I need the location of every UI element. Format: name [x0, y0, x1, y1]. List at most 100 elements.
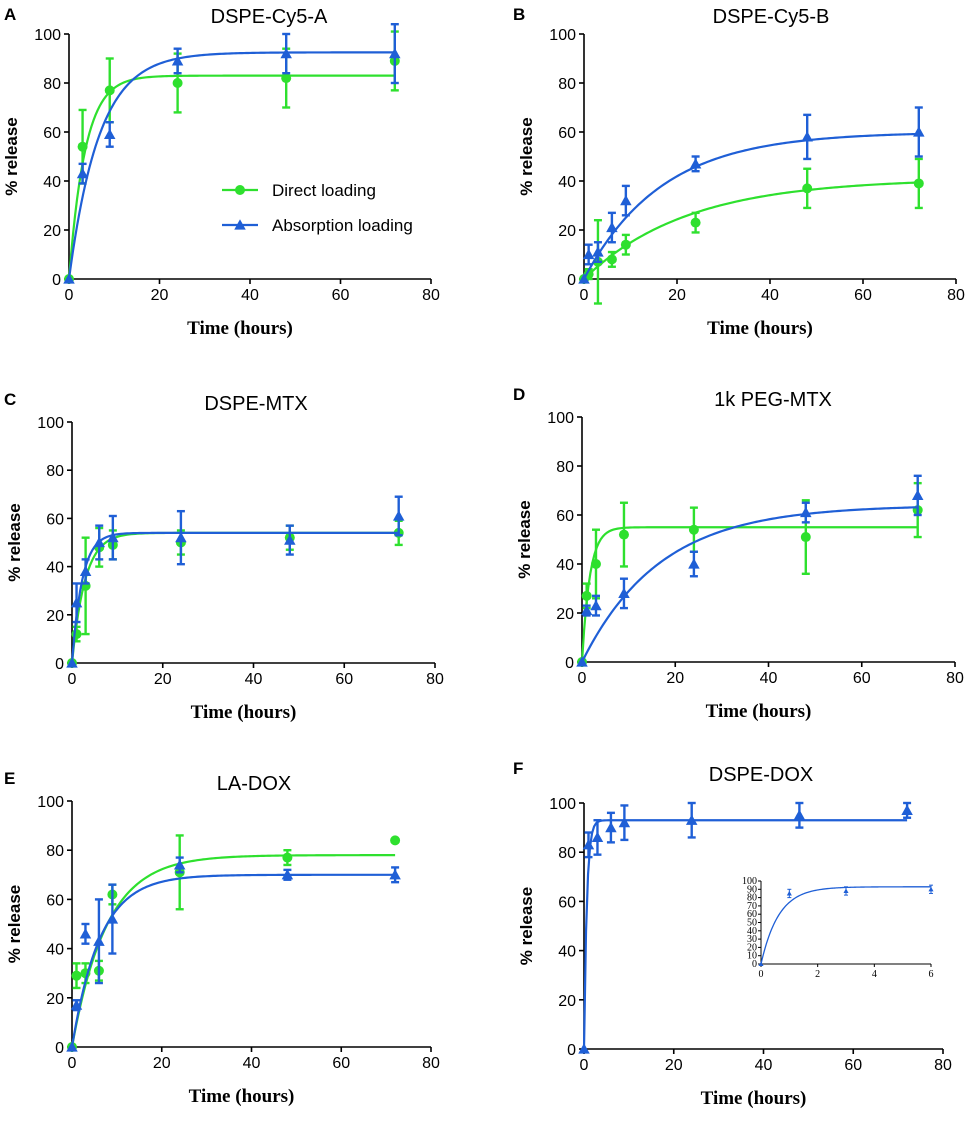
data-point — [580, 604, 593, 616]
y-tick-label: 60 — [46, 892, 64, 909]
data-point — [843, 888, 849, 893]
y-tick-label: 100 — [549, 27, 576, 44]
y-axis-title: % release — [517, 887, 536, 965]
data-point — [911, 489, 924, 500]
fit-curve — [70, 531, 399, 664]
data-point — [76, 167, 89, 179]
data-point — [93, 935, 105, 946]
data-point — [79, 565, 92, 577]
x-tick-label: 60 — [844, 1057, 862, 1074]
fit-curve — [582, 819, 908, 1050]
data-point — [800, 506, 812, 518]
y-tick-label: 0 — [55, 1040, 64, 1057]
x-tick-label: 0 — [580, 1057, 589, 1074]
y-tick-label: 80 — [43, 76, 61, 93]
y-tick-label: 40 — [46, 942, 64, 959]
data-point — [173, 859, 186, 870]
data-point — [578, 1043, 590, 1054]
y-tick-label: 0 — [565, 655, 574, 672]
x-tick-label: 0 — [580, 287, 589, 304]
y-tick-label: 10 — [747, 951, 757, 962]
data-point — [913, 178, 924, 189]
data-point — [590, 559, 601, 569]
y-tick-label: 40 — [556, 557, 574, 574]
x-tick-label: 4 — [872, 969, 877, 980]
x-tick-label: 80 — [946, 670, 964, 687]
data-point — [70, 597, 83, 608]
y-tick-label: 80 — [556, 459, 574, 476]
panel-letter: C — [4, 390, 16, 409]
data-point — [605, 821, 617, 833]
y-tick-label: 0 — [567, 272, 576, 289]
x-tick-label: 60 — [854, 287, 872, 304]
y-tick-label: 30 — [747, 934, 757, 945]
panel-a: A DSPE-Cy5-A 0 20 40 60 80 0 20 40 60 80 100 Time (ho… — [2, 5, 440, 339]
panel-letter: F — [513, 759, 523, 778]
series-direct-loading — [64, 30, 400, 284]
y-tick-label: 50 — [747, 918, 757, 929]
x-tick-label: 40 — [761, 287, 779, 304]
data-point — [282, 852, 293, 863]
x-axis-title: Time (hours) — [191, 702, 297, 723]
y-tick-label: 100 — [549, 796, 576, 813]
data-point — [802, 183, 813, 194]
data-point — [71, 629, 82, 640]
legend-item: Direct loading — [222, 181, 376, 200]
y-tick-label: 0 — [752, 959, 757, 970]
x-axis-title: Time (hours) — [187, 318, 293, 339]
data-point — [786, 890, 792, 896]
legend-label: Absorption loading — [272, 216, 413, 235]
panel-b: B DSPE-Cy5-B 0 20 40 60 80 0 20 40 60 80 100 Time (ho… — [513, 5, 965, 339]
data-point — [107, 531, 119, 543]
x-tick-label: 60 — [853, 670, 871, 687]
data-point — [104, 85, 115, 96]
y-tick-label: 100 — [37, 415, 64, 432]
data-point — [281, 869, 294, 880]
data-point — [688, 524, 699, 535]
x-axis-title: Time (hours) — [707, 318, 813, 339]
data-point — [690, 217, 701, 228]
series-absorption-loading — [63, 23, 401, 284]
fit-curve — [67, 74, 395, 280]
y-tick-label: 80 — [46, 463, 64, 480]
data-point — [71, 970, 82, 981]
x-tick-label: 20 — [154, 671, 172, 688]
panel-title: 1k PEG-MTX — [714, 389, 832, 411]
panel-e: E LA-DOX 0 20 40 60 80 0 20 40 60 80 100 Time (hours)… — [4, 769, 440, 1107]
data-point — [171, 55, 184, 66]
legend-item: Absorption loading — [222, 216, 413, 235]
data-point — [70, 999, 83, 1010]
data-point — [928, 886, 934, 892]
data-point — [66, 1041, 78, 1052]
x-tick-label: 40 — [755, 1057, 773, 1074]
legend-marker — [234, 219, 246, 230]
y-axis-title: % release — [2, 117, 21, 195]
y-tick-label: 40 — [46, 560, 64, 577]
data-point — [592, 246, 604, 257]
x-tick-label: 80 — [947, 287, 965, 304]
data-point — [618, 529, 629, 540]
x-axis-title: Time (hours) — [701, 1088, 807, 1109]
fit-curve — [760, 886, 931, 965]
panel-title: DSPE-DOX — [709, 764, 813, 786]
data-point — [576, 656, 588, 667]
data-point — [606, 221, 618, 233]
y-tick-label: 20 — [46, 991, 64, 1008]
x-tick-label: 0 — [578, 670, 587, 687]
x-tick-label: 40 — [241, 287, 259, 304]
y-tick-label: 20 — [46, 608, 64, 625]
data-point — [688, 558, 700, 569]
y-tick-label: 0 — [567, 1042, 576, 1059]
y-axis-title: % release — [517, 117, 536, 195]
x-tick-label: 60 — [332, 287, 350, 304]
y-axis-title: % release — [5, 885, 24, 963]
fit-curve — [70, 854, 396, 1048]
series-direct-loading — [577, 481, 923, 667]
data-point — [581, 590, 592, 601]
y-tick-label: 40 — [558, 944, 576, 961]
series-direct-loading — [67, 519, 404, 668]
fit-curve — [70, 873, 396, 1048]
data-point — [578, 273, 590, 284]
panel-letter: E — [4, 769, 15, 788]
